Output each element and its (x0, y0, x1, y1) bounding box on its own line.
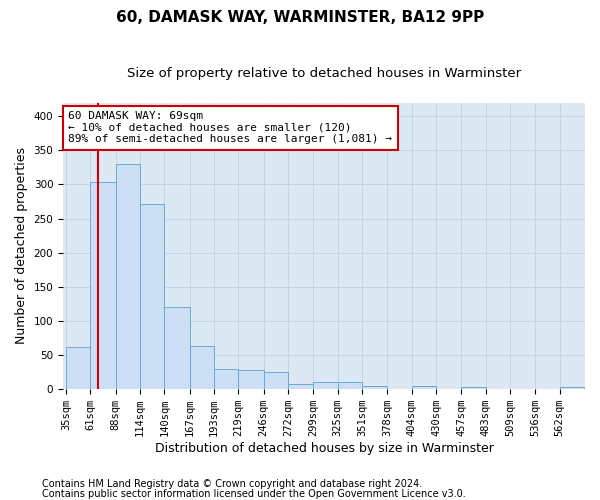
Bar (338, 382, 362, 389)
Bar (412, 386, 436, 389)
Text: Contains public sector information licensed under the Open Government Licence v3: Contains public sector information licen… (42, 489, 466, 499)
Text: 60, DAMASK WAY, WARMINSTER, BA12 9PP: 60, DAMASK WAY, WARMINSTER, BA12 9PP (116, 10, 484, 25)
Bar (190, 346, 214, 389)
Title: Size of property relative to detached houses in Warminster: Size of property relative to detached ho… (127, 68, 521, 80)
Bar (263, 372, 288, 389)
Bar (164, 308, 190, 389)
Bar (214, 370, 238, 389)
X-axis label: Distribution of detached houses by size in Warminster: Distribution of detached houses by size … (155, 442, 493, 455)
Text: Contains HM Land Registry data © Crown copyright and database right 2024.: Contains HM Land Registry data © Crown c… (42, 479, 422, 489)
Bar (313, 382, 338, 389)
Bar (238, 370, 263, 389)
Bar (90, 182, 116, 389)
Y-axis label: Number of detached properties: Number of detached properties (15, 148, 28, 344)
Bar (288, 384, 313, 389)
Bar (66, 347, 90, 389)
Bar (140, 204, 164, 389)
Bar (116, 164, 140, 389)
Bar (560, 387, 584, 389)
Bar (461, 387, 485, 389)
Bar (362, 386, 387, 389)
Text: 60 DAMASK WAY: 69sqm
← 10% of detached houses are smaller (120)
89% of semi-deta: 60 DAMASK WAY: 69sqm ← 10% of detached h… (68, 111, 392, 144)
